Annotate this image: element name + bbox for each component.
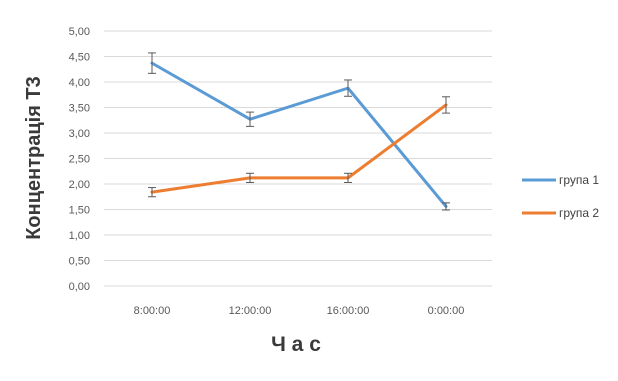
y-axis-title: Концентрація Т3 (23, 76, 45, 240)
y-tick-label: 0,50 (69, 256, 90, 268)
error-bar (344, 172, 352, 183)
legend: група 1 група 2 (522, 173, 599, 220)
legend-item-2: група 2 (522, 206, 599, 220)
y-tick-label: 1,50 (69, 205, 90, 217)
series-lines (148, 52, 450, 211)
y-tick-labels: 0,00 0,50 1,00 1,50 2,00 2,50 3,00 3,50 4,00 4,50… (69, 26, 90, 293)
y-tick-label: 1,00 (69, 230, 90, 242)
error-bar (246, 111, 254, 127)
y-tick-label: 4,50 (69, 52, 90, 64)
y-tick-label: 3,00 (69, 128, 90, 140)
y-tick-label: 4,00 (69, 77, 90, 89)
x-tick-label: 12:00:00 (229, 305, 272, 317)
error-bar (148, 187, 156, 198)
series-line-2 (150, 103, 448, 194)
y-tick-label: 2,50 (69, 154, 90, 166)
legend-label: група 2 (559, 206, 599, 220)
error-bar (442, 202, 450, 211)
x-tick-label: 8:00:00 (134, 305, 171, 317)
y-tick-label: 3,50 (69, 103, 90, 115)
y-tick-label: 2,00 (69, 179, 90, 191)
y-tick-label: 0,00 (69, 281, 90, 293)
gridlines (104, 30, 492, 287)
x-tick-label: 16:00:00 (327, 305, 370, 317)
x-tick-labels: 8:00:00 12:00:00 16:00:00 0:00:00 (134, 305, 465, 317)
error-bar (442, 96, 450, 114)
y-tick-label: 5,00 (69, 26, 90, 38)
error-bar (344, 79, 352, 97)
x-tick-label: 0:00:00 (428, 305, 465, 317)
series-line-1 (150, 61, 448, 208)
error-bar (148, 52, 156, 74)
legend-label: група 1 (559, 173, 599, 187)
legend-item-1: група 1 (522, 173, 599, 187)
error-bar (246, 172, 254, 183)
x-axis-title: Ч а с (271, 333, 321, 356)
